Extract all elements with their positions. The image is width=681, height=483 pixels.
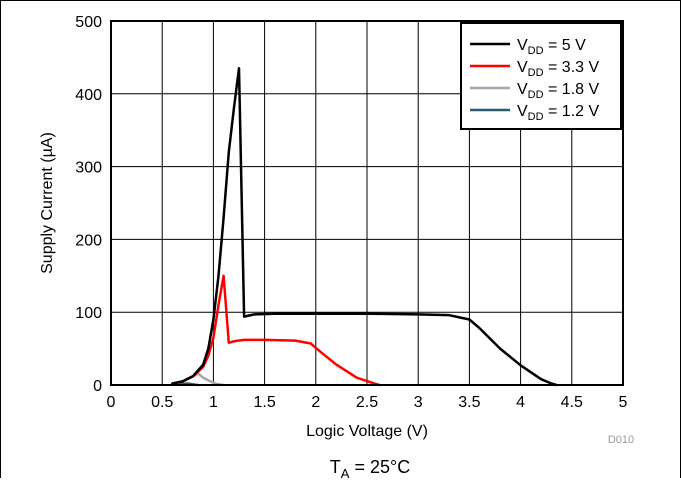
x-tick-label: 4.5 <box>561 394 583 411</box>
x-tick-label: 2 <box>311 394 320 411</box>
legend-entry-2: VDD = 1.8 V <box>517 81 599 101</box>
plot-border <box>110 20 624 386</box>
x-tick-label: 1 <box>209 394 218 411</box>
x-tick-label: 3.5 <box>458 394 480 411</box>
x-axis-label: Logic Voltage (V) <box>306 423 428 440</box>
legend-entry-sub: DD <box>528 67 544 79</box>
legend-entry-rest: = 1.2 V <box>544 103 600 120</box>
legend-entry-main: V <box>517 37 528 54</box>
legend-entry-rest: = 1.8 V <box>544 81 600 98</box>
x-tick-label: 0 <box>107 394 116 411</box>
series-line-0 <box>171 67 558 387</box>
legend-entry-sub: DD <box>528 111 544 123</box>
legend-entry-sub: DD <box>528 89 544 101</box>
y-tick-label: 200 <box>75 232 102 249</box>
legend-entry-3: VDD = 1.2 V <box>517 103 599 123</box>
legend-entry-main: V <box>517 103 528 120</box>
y-tick-label: 300 <box>75 160 102 177</box>
figure-code: D010 <box>608 434 634 446</box>
legend-entry-rest: = 3.3 V <box>544 59 600 76</box>
x-tick-label: 4 <box>516 394 525 411</box>
x-tick-label: 3 <box>414 394 423 411</box>
series-line-2 <box>171 372 225 387</box>
y-tick-label: 0 <box>93 378 102 395</box>
x-tick-label: 0.5 <box>151 394 173 411</box>
x-tick-label: 2.5 <box>356 394 378 411</box>
legend-entry-1: VDD = 3.3 V <box>517 59 599 79</box>
legend-box <box>460 22 622 130</box>
legend-entry-sub: DD <box>528 45 544 57</box>
x-tick-label: 1.5 <box>253 394 275 411</box>
test-condition: TA = 25°C <box>330 457 410 478</box>
test-condition-sub: A <box>341 466 350 478</box>
test-condition-rest: = 25°C <box>349 457 410 477</box>
y-tick-label: 400 <box>75 87 102 104</box>
tick-labels: 0 0.5 1 1.5 2 2.5 3 3.5 4 4.5 5 0 100 200 300 400 500 <box>75 14 627 411</box>
y-axis-label: Supply Current (µA) <box>39 132 56 274</box>
legend-entry-main: V <box>517 59 528 76</box>
series-line-1 <box>171 274 381 387</box>
legend-entry-main: V <box>517 81 528 98</box>
test-condition-main: T <box>330 457 341 477</box>
y-tick-label: 500 <box>75 14 102 31</box>
legend-entry-0: VDD = 5 V <box>517 37 586 57</box>
y-tick-label: 100 <box>75 305 102 322</box>
legend-entry-rest: = 5 V <box>544 37 587 54</box>
x-tick-label: 5 <box>619 394 628 411</box>
